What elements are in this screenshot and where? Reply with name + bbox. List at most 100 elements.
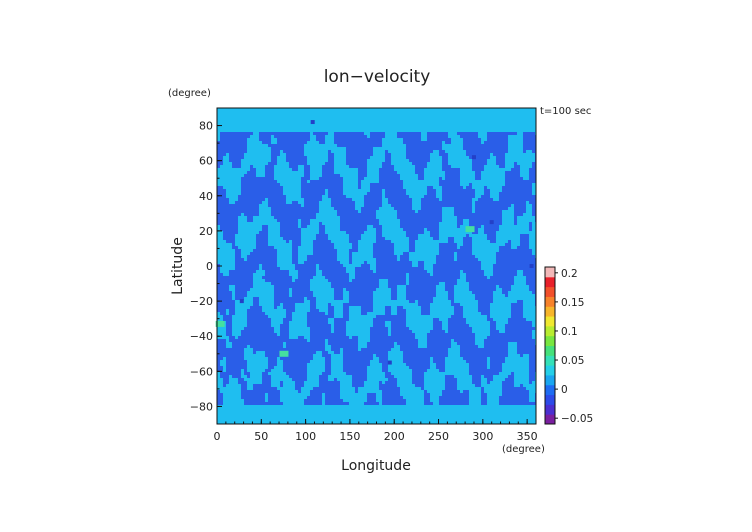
- heatmap-cell-run: [385, 306, 391, 309]
- heatmap-cell-run: [529, 237, 536, 240]
- heatmap-cell-run: [232, 327, 244, 330]
- heatmap-cell-run: [325, 228, 340, 231]
- heatmap-cell-run: [388, 198, 412, 201]
- heatmap-cell-run: [508, 147, 523, 150]
- heatmap-cell-run: [484, 231, 496, 234]
- heatmap-cell-run: [328, 195, 346, 198]
- heatmap-cell-run: [286, 156, 307, 159]
- heatmap-cell-run: [460, 348, 508, 351]
- heatmap-cell-run: [484, 339, 535, 342]
- heatmap-cell-run: [232, 297, 235, 300]
- heatmap-cell-run: [427, 186, 433, 189]
- heatmap-cell-run: [475, 336, 487, 339]
- heatmap-cell-run: [472, 237, 487, 240]
- heatmap-cell-run: [217, 366, 223, 369]
- heatmap-cell-run: [328, 312, 334, 315]
- heatmap-cell-run: [349, 252, 352, 255]
- heatmap-cell-run: [301, 186, 343, 189]
- heatmap-cell-run: [265, 369, 271, 372]
- heatmap-cell-run: [310, 165, 322, 168]
- heatmap-cell-run: [529, 177, 536, 180]
- heatmap-cell-run: [463, 219, 469, 222]
- heatmap-cell-run: [217, 231, 223, 234]
- x-axis: 0 50 100 150 200 250 300 350: [214, 419, 538, 443]
- heatmap-cell-run: [271, 213, 316, 216]
- heatmap-cell-run: [529, 225, 532, 228]
- heatmap-cell-run: [454, 339, 475, 342]
- heatmap-cell-run: [271, 147, 304, 150]
- heatmap-cell-run: [490, 192, 499, 195]
- heatmap-cell-run: [514, 372, 529, 375]
- heatmap-cell-run: [367, 375, 385, 378]
- heatmap-cell-run: [376, 288, 391, 291]
- heatmap-cell-run: [352, 375, 367, 378]
- x-tick-label: 100: [295, 430, 316, 443]
- heatmap-cell-run: [436, 195, 442, 198]
- heatmap-cell-run: [388, 201, 412, 204]
- heatmap-cell-run: [355, 267, 370, 270]
- heatmap-cell-run: [259, 138, 271, 141]
- heatmap-cell-run: [238, 381, 247, 384]
- heatmap-cell-run: [529, 246, 536, 249]
- heatmap-cell-run: [445, 387, 457, 390]
- heatmap-cell-run: [517, 345, 536, 348]
- heatmap-cell-run: [325, 135, 334, 138]
- heatmap-cell-run: [487, 135, 508, 138]
- heatmap-cell-run: [490, 381, 502, 384]
- heatmap-cell-run: [223, 357, 226, 360]
- heatmap-cell-run: [331, 330, 334, 333]
- heatmap-cell-run: [460, 354, 508, 357]
- heatmap-cell-run: [448, 132, 457, 135]
- heatmap-cell-run: [496, 321, 508, 324]
- heatmap-cell-run: [334, 306, 343, 309]
- heatmap-cell-run: [406, 282, 409, 285]
- heatmap-cell-run: [226, 363, 247, 366]
- heatmap-cell-run: [499, 399, 529, 402]
- heatmap-cell-run: [418, 234, 430, 237]
- heatmap-cell-run: [463, 312, 481, 315]
- heatmap-cell-run: [481, 264, 493, 267]
- heatmap-cell-run: [523, 354, 529, 357]
- heatmap-cell-run: [241, 165, 250, 168]
- y-tick-label: −40: [190, 330, 213, 343]
- heatmap-cell-run: [523, 150, 526, 153]
- heatmap-cell-run: [346, 150, 373, 153]
- heatmap-cell-run: [253, 282, 271, 285]
- heatmap-cell-run: [319, 204, 331, 207]
- heatmap-cell-run: [493, 297, 535, 300]
- heatmap-cell-run: [526, 207, 532, 210]
- heatmap-cell-run: [442, 393, 469, 396]
- heatmap-cell-run: [376, 270, 427, 273]
- heatmap-cell-run: [508, 321, 532, 324]
- heatmap-cell-run: [274, 168, 292, 171]
- heatmap-cell-run: [226, 384, 241, 387]
- heatmap-cell-run: [526, 210, 532, 213]
- heatmap-cell-run: [310, 288, 334, 291]
- heatmap-cell-run: [325, 360, 331, 363]
- heatmap-cell-run: [415, 243, 439, 246]
- heatmap-cell-run: [295, 387, 301, 390]
- heatmap-cell-run: [472, 165, 484, 168]
- heatmap-cell-run: [490, 195, 499, 198]
- heatmap-cell-run: [217, 174, 244, 177]
- heatmap-cell-run: [229, 375, 232, 378]
- heatmap-cell-run: [457, 219, 463, 222]
- heatmap-cell-run: [520, 354, 523, 357]
- heatmap-cell-run: [472, 381, 481, 384]
- heatmap-cell-run: [391, 333, 415, 336]
- heatmap-cell-run: [316, 303, 328, 306]
- heatmap-cell-run: [373, 321, 385, 324]
- heatmap-cell-run: [370, 135, 385, 138]
- heatmap-cell-run: [472, 204, 475, 207]
- heatmap-cell-run: [349, 315, 376, 318]
- heatmap-cell-run: [232, 315, 247, 318]
- heatmap-cell-run: [247, 216, 253, 219]
- heatmap-cell-run: [217, 144, 247, 147]
- heatmap-cell-run: [256, 234, 268, 237]
- heatmap-cell-run: [247, 144, 268, 147]
- heatmap-cell-run: [217, 348, 244, 351]
- x-tick-label: 200: [384, 430, 405, 443]
- heatmap-cell-run: [217, 252, 235, 255]
- heatmap-cell-run: [520, 234, 529, 237]
- heatmap-cell-run: [463, 240, 472, 243]
